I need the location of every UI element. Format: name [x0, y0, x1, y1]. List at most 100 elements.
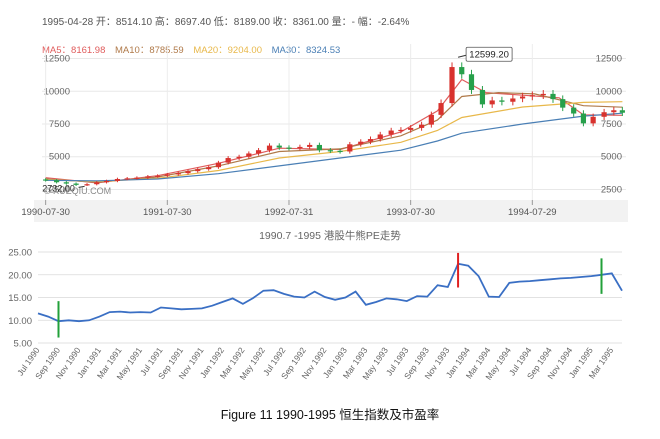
candle-body [215, 162, 222, 168]
candle-body [206, 167, 212, 170]
candle-body [367, 139, 374, 142]
x-axis-band [34, 200, 628, 222]
candle-body [438, 103, 444, 115]
y-tick-label: 25.00 [8, 248, 32, 259]
candle-body [580, 113, 587, 124]
candle-body [175, 173, 181, 175]
candle-body [519, 96, 526, 99]
candle-body [499, 100, 505, 102]
candle-body [185, 171, 191, 174]
candle-body [94, 182, 100, 185]
candle-body [510, 98, 516, 102]
watermark-text: © XUEQIU.COM [44, 186, 111, 196]
y-tick-label-left: 7500 [49, 119, 70, 130]
ma10-label: MA10：8785.59 [115, 45, 184, 56]
candle-body [54, 180, 60, 183]
candle-body [164, 174, 170, 176]
candle-body [114, 178, 121, 181]
candle-body [316, 144, 322, 151]
y-tick-label-right: 7500 [601, 119, 622, 130]
x-tick-label: 1990-07-30 [21, 207, 70, 218]
y-tick-label: 20.00 [8, 270, 32, 281]
min-pointer [78, 185, 85, 188]
candle-body [84, 184, 90, 186]
candle-body [154, 175, 161, 177]
candle-body [195, 169, 201, 172]
ma5-label: MA5：8161.98 [42, 45, 106, 56]
candle-body [225, 158, 231, 163]
candle-body [246, 153, 252, 157]
candle-body [327, 150, 333, 152]
hsi-candlestick-panel: 1995-04-28 开：8514.10 高：8697.40 低：8189.00… [34, 6, 628, 224]
y-tick-label-left: 5000 [49, 152, 70, 163]
y-tick-label-right: 5000 [601, 152, 622, 163]
ohlc-info-bar: 1995-04-28 开：8514.10 高：8697.40 低：8189.00… [42, 13, 409, 28]
ma20-label: MA20：9204.00 [193, 45, 262, 56]
y-tick-label-left: 2500 [49, 184, 70, 195]
ma-legend: MA5：8161.98 MA10：8785.59 MA20：9204.00 MA… [42, 42, 347, 56]
candle-body [377, 134, 383, 140]
y-tick-label-left: 12500 [44, 54, 70, 65]
y-tick-label: 15.00 [8, 293, 32, 304]
ma-line-ma20 [45, 101, 623, 183]
candle-body [398, 129, 404, 132]
y-tick-label: 5.00 [14, 339, 33, 350]
candle-body [276, 145, 282, 148]
candle-body [134, 177, 140, 179]
candle-body [489, 100, 495, 105]
ma30-label: MA30：8324.53 [271, 45, 341, 56]
candle-body [297, 146, 303, 149]
candle-body [337, 150, 343, 153]
x-tick-label: 1993-07-30 [386, 207, 435, 218]
max-pointer [457, 54, 467, 58]
candle-body [358, 141, 364, 145]
x-tick-label: 1991-07-30 [143, 207, 192, 218]
info-ohlc-text: 开：8514.10 高：8697.40 低：8189.00 收：8361.00 … [93, 17, 410, 28]
candle-body [611, 110, 617, 113]
y-tick-label-right: 10000 [596, 86, 622, 97]
candle-body [601, 112, 607, 117]
candle-body [124, 178, 130, 180]
candle-body [428, 114, 434, 125]
candle-body [145, 176, 151, 178]
candle-body [63, 182, 69, 184]
candle-body [103, 180, 110, 183]
candle-body [529, 95, 535, 97]
min-label: 2732.00 [42, 183, 75, 193]
x-tick-label: 1994-07-29 [508, 207, 557, 218]
candle-body [449, 67, 455, 104]
pe-line [37, 262, 623, 323]
candle-body [590, 116, 596, 124]
candle-body [347, 144, 353, 152]
info-date: 1995-04-28 [42, 17, 94, 28]
pe-line-chart: 1990.7 -1995 港股牛熊PE走势 5.00 10.00 15.00 20.00… [8, 229, 623, 382]
ma-line-ma30 [45, 112, 623, 182]
candle-body [619, 110, 625, 113]
max-label: 12599.20 [469, 50, 509, 61]
candle-body [266, 145, 273, 151]
hsi-candlestick-chart: 2500 2500 5000 5000 7500 7500 10000 10000 12500 1… [21, 44, 628, 222]
y-tick-label-right: 12500 [596, 54, 622, 65]
candle-body [468, 74, 475, 90]
y-tick-label: 10.00 [8, 316, 32, 327]
candle-body [73, 183, 79, 185]
y-tick-label-left: 10000 [44, 86, 70, 97]
candle-body [408, 127, 414, 130]
candle-body [43, 179, 49, 181]
figure-caption: Figure 11 1990-1995 恒生指数及市盈率 [220, 408, 440, 422]
candle-body [236, 156, 242, 159]
candle-body [388, 130, 394, 135]
candle-body [307, 144, 313, 147]
candle-body [560, 99, 566, 108]
candle-body [479, 89, 486, 105]
pe-chart-title: 1990.7 -1995 港股牛熊PE走势 [259, 229, 401, 242]
candle-body [419, 124, 425, 128]
candle-body [255, 150, 262, 154]
candle-body [286, 147, 292, 149]
ma-line-ma5 [45, 78, 623, 184]
max-label-box [465, 46, 513, 62]
y-tick-label-right: 2500 [601, 184, 622, 195]
candle-body [550, 93, 556, 100]
candle-body [571, 107, 577, 114]
x-tick-label: 1992-07-31 [265, 207, 314, 218]
